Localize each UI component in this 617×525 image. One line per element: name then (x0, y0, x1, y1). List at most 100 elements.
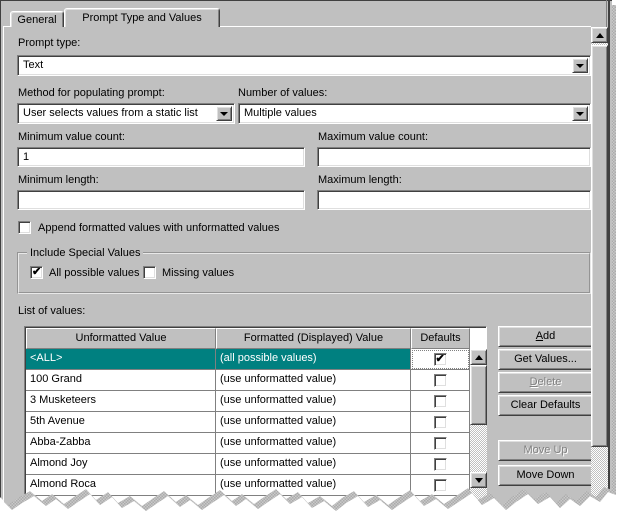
cell-unformatted: Abba-Zabba (26, 433, 216, 454)
scrollbar-thumb[interactable] (591, 45, 608, 447)
cell-defaults (411, 433, 470, 454)
clear-defaults-button[interactable]: Clear Defaults (498, 395, 593, 416)
default-checkbox[interactable] (433, 394, 447, 408)
default-checkbox[interactable] (433, 373, 447, 387)
cell-unformatted: <ALL> (26, 349, 216, 370)
table-row[interactable]: 3 Musketeers (use unformatted value) (26, 391, 470, 412)
delete-button[interactable]: Delete (498, 372, 593, 393)
cell-formatted: (use unformatted value) (216, 475, 411, 496)
number-of-values-value: Multiple values (244, 107, 317, 119)
cell-defaults (411, 349, 470, 370)
arrow-up-icon (595, 29, 604, 38)
cell-formatted: (use unformatted value) (216, 412, 411, 433)
scrollbar-thumb[interactable] (470, 365, 487, 425)
method-label: Method for populating prompt: (18, 87, 165, 99)
list-of-values-label: List of values: (18, 305, 86, 317)
scroll-up-button[interactable] (591, 27, 608, 43)
minimum-length-field[interactable] (17, 190, 305, 210)
maximum-value-count-field[interactable] (317, 147, 591, 167)
tab-prompt-type-and-values[interactable]: Prompt Type and Values (64, 8, 220, 27)
default-checkbox[interactable] (433, 436, 447, 450)
move-up-button[interactable]: Move Up (498, 440, 593, 461)
arrow-down-icon (474, 477, 483, 487)
prompt-type-label: Prompt type: (18, 37, 81, 49)
prompt-type-dropdown-button[interactable] (572, 58, 588, 73)
include-special-values-title: Include Special Values (27, 247, 144, 259)
tab-general[interactable]: General (10, 11, 64, 27)
cell-unformatted: 3 Musketeers (26, 391, 216, 412)
default-checkbox[interactable] (433, 457, 447, 471)
method-combobox[interactable]: User selects values from a static list (17, 103, 235, 124)
table-row[interactable]: Abba-Zabba (use unformatted value) (26, 433, 470, 454)
column-header-defaults[interactable]: Defaults (411, 328, 470, 349)
cell-defaults (411, 412, 470, 433)
arrow-up-icon (474, 351, 483, 360)
add-button[interactable]: Add (498, 326, 593, 347)
all-possible-values-label: All possible values (49, 267, 140, 279)
tab-panel-top-edge (3, 26, 591, 27)
scroll-up-button[interactable] (470, 349, 487, 365)
number-of-values-combobox[interactable]: Multiple values (238, 103, 591, 124)
prompt-type-combobox[interactable]: Text (17, 55, 591, 76)
maximum-length-field[interactable] (317, 190, 591, 210)
table-row[interactable]: 100 Grand (use unformatted value) (26, 370, 470, 391)
table-row[interactable]: Almond Roca (use unformatted value) (26, 475, 470, 496)
cell-defaults (411, 475, 470, 496)
column-header-formatted[interactable]: Formatted (Displayed) Value (216, 328, 411, 349)
chevron-down-icon (576, 111, 584, 120)
tab-general-label: General (17, 14, 57, 26)
missing-values-label: Missing values (162, 267, 235, 279)
table-header-row: Unformatted Value Formatted (Displayed) … (26, 328, 470, 349)
maximum-value-count-label: Maximum value count: (318, 131, 429, 143)
get-values-button[interactable]: Get Values... (498, 349, 593, 370)
table-row[interactable]: Almond Joy (use unformatted value) (26, 454, 470, 475)
minimum-value-count-label: Minimum value count: (18, 131, 125, 143)
dialog-border-right (608, 0, 610, 506)
move-down-button[interactable]: Move Down (498, 465, 593, 486)
cell-formatted: (use unformatted value) (216, 454, 411, 475)
method-dropdown-button[interactable] (216, 106, 232, 121)
scroll-down-button[interactable] (470, 472, 487, 488)
dialog-border-left (0, 0, 1, 506)
cell-formatted: (use unformatted value) (216, 391, 411, 412)
number-of-values-label: Number of values: (238, 87, 328, 99)
default-checkbox[interactable] (433, 478, 447, 492)
missing-values-checkbox[interactable] (143, 266, 156, 279)
default-checkbox[interactable] (433, 415, 447, 429)
cell-unformatted: Almond Joy (26, 454, 216, 475)
cell-defaults (411, 454, 470, 475)
tab-panel-left-edge (3, 26, 4, 506)
dialog-border-top (0, 0, 612, 1)
table-row[interactable]: 5th Avenue (use unformatted value) (26, 412, 470, 433)
cell-unformatted: 100 Grand (26, 370, 216, 391)
cell-defaults (411, 391, 470, 412)
minimum-value-count-value: 1 (23, 151, 30, 163)
append-formatted-checkbox[interactable] (18, 221, 31, 234)
include-special-values-group: Include Special Values All possible valu… (17, 247, 591, 294)
table-scrollbar[interactable] (470, 349, 487, 506)
append-formatted-label: Append formatted values with unformatted… (38, 222, 280, 234)
table-row[interactable]: <ALL> (all possible values) (26, 349, 470, 370)
number-of-values-dropdown-button[interactable] (572, 106, 588, 121)
chevron-down-icon (576, 63, 584, 72)
all-possible-values-checkbox[interactable] (30, 265, 43, 279)
tab-active-label: Prompt Type and Values (82, 12, 202, 24)
cell-formatted: (all possible values) (216, 349, 411, 370)
panel-scrollbar[interactable] (591, 27, 608, 497)
cell-unformatted: 5th Avenue (26, 412, 216, 433)
default-checkbox[interactable] (433, 352, 447, 366)
minimum-value-count-field[interactable]: 1 (17, 147, 305, 167)
method-value: User selects values from a static list (23, 107, 198, 119)
list-of-values-table: Unformatted Value Formatted (Displayed) … (24, 326, 487, 506)
cell-formatted: (use unformatted value) (216, 433, 411, 454)
cell-unformatted: Almond Roca (26, 475, 216, 496)
maximum-length-label: Maximum length: (318, 174, 402, 186)
chevron-down-icon (220, 111, 228, 120)
cell-formatted: (use unformatted value) (216, 370, 411, 391)
cell-defaults (411, 370, 470, 391)
column-header-unformatted[interactable]: Unformatted Value (26, 328, 216, 349)
prompt-type-value: Text (23, 59, 44, 71)
prompt-properties-dialog: General Prompt Type and Values Prompt ty… (0, 0, 612, 508)
minimum-length-label: Minimum length: (18, 174, 99, 186)
